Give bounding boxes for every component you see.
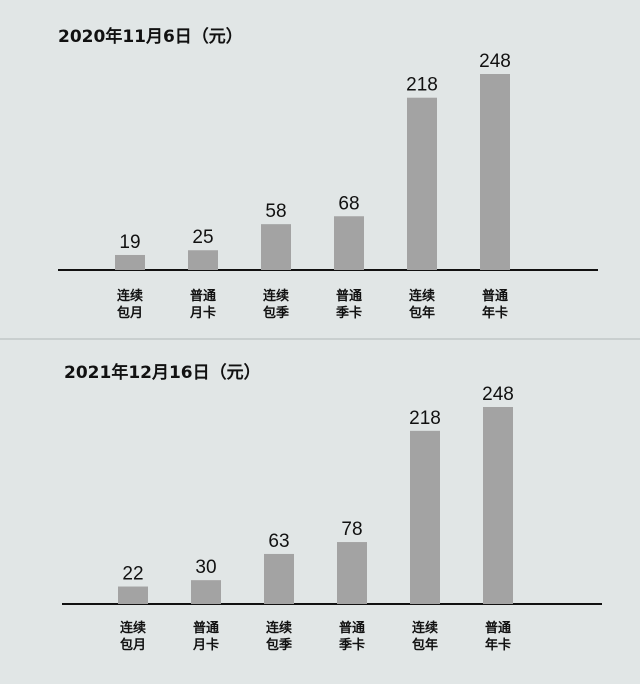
category-label: 连续 [412, 620, 438, 636]
category-label: 普通 [190, 288, 216, 304]
bar [115, 254, 145, 270]
bar [480, 74, 510, 270]
chart-title: 2021年12月16日（元） [64, 363, 261, 383]
bar [410, 430, 440, 604]
category-label: 普通 [339, 620, 365, 636]
category-label: 普通 [485, 620, 511, 636]
category-label: 月卡 [192, 637, 219, 653]
data-label: 78 [341, 519, 362, 540]
category-label: 月卡 [189, 305, 216, 321]
category-label: 连续 [266, 620, 292, 636]
bar [337, 542, 367, 604]
category-label: 年卡 [482, 305, 508, 321]
category-label: 季卡 [338, 637, 365, 653]
data-label: 218 [409, 408, 441, 429]
data-label: 22 [122, 564, 143, 585]
data-label: 63 [268, 531, 289, 552]
bar [188, 250, 218, 270]
category-label: 季卡 [335, 305, 362, 321]
category-label: 连续 [117, 288, 143, 304]
bar [191, 580, 221, 604]
data-label: 30 [195, 557, 216, 578]
category-label: 连续 [409, 288, 435, 304]
data-label: 58 [265, 201, 286, 222]
data-label: 248 [479, 51, 511, 72]
bar [264, 553, 294, 604]
chart-panel-2021: 2021年12月16日（元） 22 连续 包月 30 普通 月卡 63 连续 包季 78 普通 季卡 2… [0, 338, 640, 684]
category-label: 普通 [482, 288, 508, 304]
bar [483, 407, 513, 604]
category-label: 包月 [120, 637, 146, 653]
category-label: 包年 [409, 305, 435, 321]
category-label: 普通 [193, 620, 219, 636]
bar [118, 586, 148, 604]
data-label: 68 [338, 193, 359, 214]
category-label: 连续 [120, 620, 146, 636]
category-label: 普通 [336, 288, 362, 304]
category-label: 年卡 [485, 637, 511, 653]
data-label: 19 [119, 232, 140, 253]
data-label: 25 [192, 227, 213, 248]
category-label: 包季 [263, 305, 289, 321]
data-label: 248 [482, 384, 514, 405]
category-label: 包年 [412, 637, 438, 653]
panel-divider [0, 338, 640, 340]
category-label: 包月 [117, 305, 143, 321]
bar [407, 97, 437, 270]
chart-title: 2020年11月6日（元） [58, 27, 243, 47]
category-label: 连续 [263, 288, 289, 304]
bar [261, 224, 291, 270]
chart-panel-2020: 2020年11月6日（元） 19 连续 包月 25 普通 月卡 58 连续 包季 68 普通 季卡 21… [0, 0, 640, 338]
category-label: 包季 [266, 637, 292, 653]
bar [334, 216, 364, 270]
data-label: 218 [406, 75, 438, 96]
